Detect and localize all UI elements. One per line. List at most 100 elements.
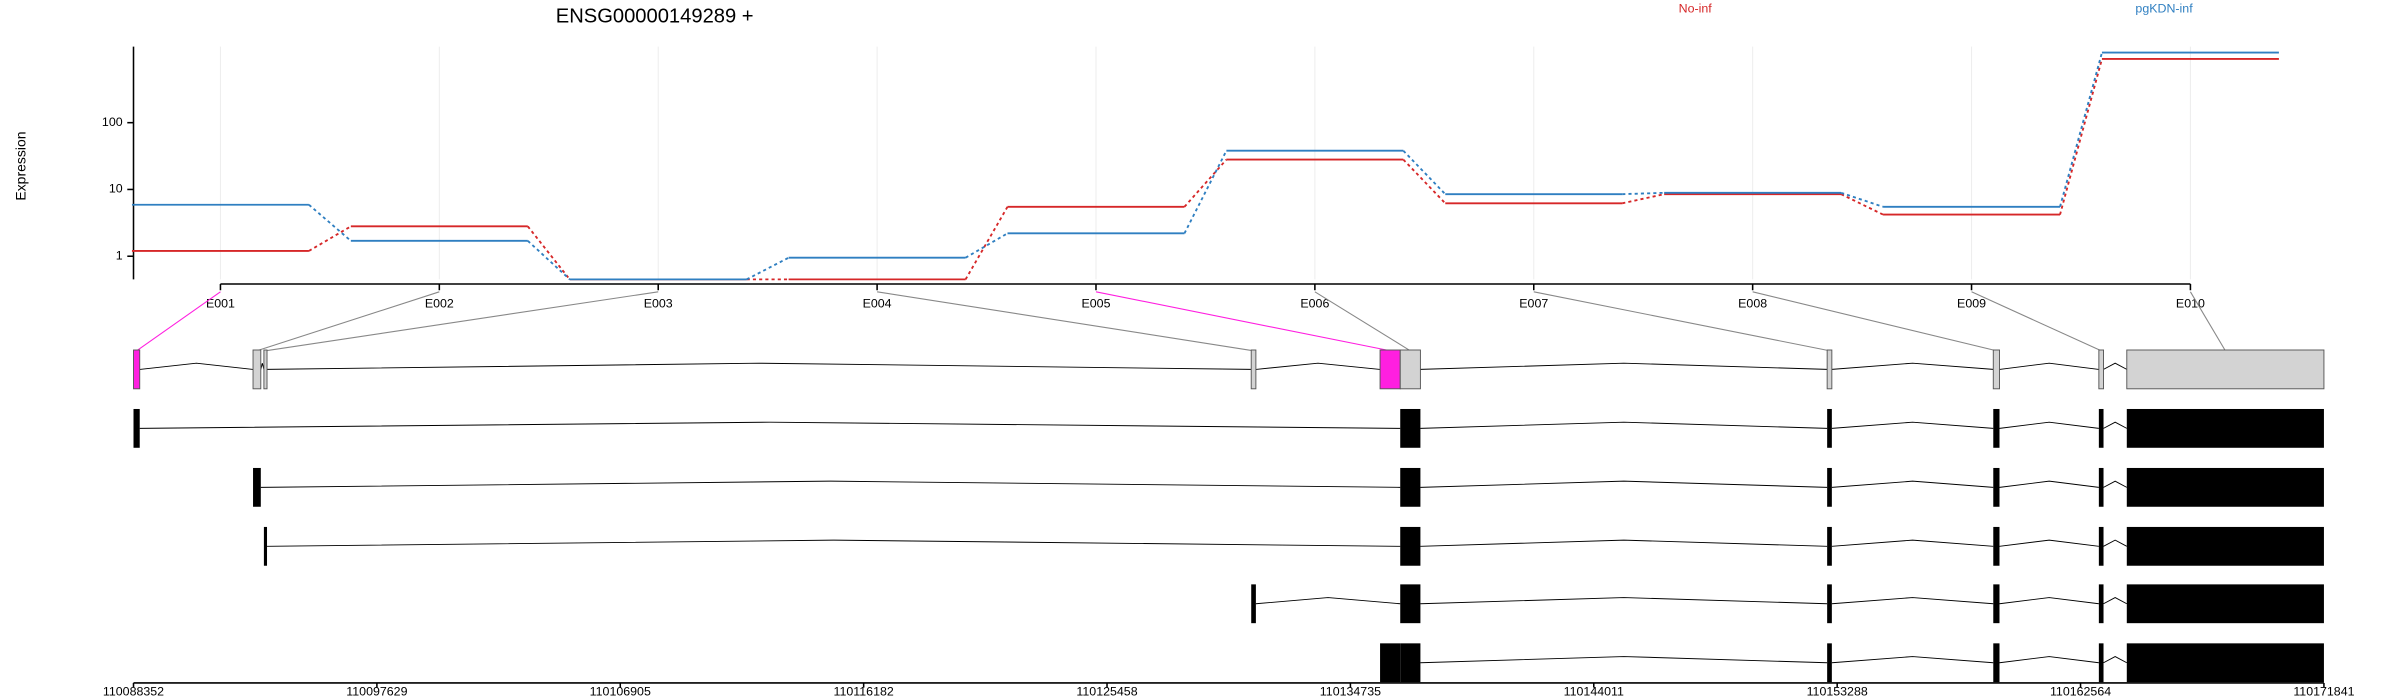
exon-link bbox=[256, 291, 440, 352]
y-tick-label: 100 bbox=[102, 115, 123, 129]
genomic-tick-label: 110153288 bbox=[1807, 685, 1868, 699]
intron bbox=[1831, 421, 1994, 429]
exon-link bbox=[2189, 291, 2226, 352]
connector bbox=[965, 232, 1008, 259]
exon-link bbox=[265, 291, 659, 352]
x-tick-label: E002 bbox=[425, 296, 454, 310]
connector bbox=[527, 225, 571, 280]
transcript-exon bbox=[1993, 467, 2000, 507]
genomic-tick-label: 110162564 bbox=[2050, 685, 2111, 699]
intron bbox=[1420, 421, 1828, 429]
transcript-exon bbox=[1827, 643, 1832, 683]
exon-link bbox=[877, 291, 1254, 352]
transcript-exon bbox=[1400, 467, 1421, 507]
transcript-exon bbox=[1400, 408, 1421, 448]
intron bbox=[260, 363, 265, 370]
transcript-exon bbox=[2126, 408, 2324, 448]
transcript-exon bbox=[2126, 467, 2324, 507]
chart-title: ENSG00000149289 + bbox=[556, 5, 754, 27]
exon-link bbox=[1314, 291, 1411, 352]
x-tick-label: E008 bbox=[1738, 296, 1767, 310]
intron bbox=[1255, 362, 1381, 370]
transcript-exon bbox=[2098, 408, 2104, 448]
connector bbox=[1840, 193, 1884, 216]
transcript-exon bbox=[1827, 584, 1832, 624]
x-tick-label: E004 bbox=[863, 296, 892, 310]
intron bbox=[1999, 362, 2099, 370]
legend-label: No-inf bbox=[1679, 2, 1713, 16]
genomic-tick-label: 110171841 bbox=[2293, 685, 2354, 699]
genomic-tick-label: 110106905 bbox=[590, 685, 651, 699]
x-tick-label: E010 bbox=[2176, 296, 2205, 310]
exon-bin bbox=[1250, 349, 1257, 390]
connector bbox=[746, 256, 790, 281]
connector bbox=[1402, 158, 1446, 204]
y-tick-label: 10 bbox=[109, 182, 123, 196]
exon-bin bbox=[263, 349, 268, 390]
legend-label: pgKDN-inf bbox=[2135, 2, 2193, 16]
y-axis-label: Expression bbox=[12, 132, 28, 201]
transcript-exon bbox=[2098, 467, 2104, 507]
intron bbox=[139, 362, 254, 370]
transcript-exon bbox=[1827, 526, 1832, 566]
connector bbox=[1622, 193, 1665, 205]
intron bbox=[2103, 362, 2128, 370]
intron bbox=[1831, 539, 1994, 547]
genomic-tick-label: 110116182 bbox=[834, 685, 894, 699]
x-tick-label: E006 bbox=[1300, 296, 1329, 310]
intron bbox=[1999, 421, 2099, 429]
exon-link bbox=[1971, 291, 2102, 352]
intron bbox=[267, 539, 1401, 547]
exon-link bbox=[1752, 291, 1997, 352]
intron bbox=[1420, 362, 1828, 370]
transcript-exon bbox=[133, 408, 140, 448]
intron bbox=[2103, 480, 2128, 488]
x-tick-label: E009 bbox=[1957, 296, 1986, 310]
transcript-exon bbox=[1993, 408, 2000, 448]
transcript-exon bbox=[1251, 584, 1256, 624]
connector bbox=[1402, 150, 1446, 195]
connector bbox=[1622, 191, 1665, 196]
intron bbox=[1999, 597, 2099, 605]
transcript-exon bbox=[1380, 643, 1401, 683]
intron bbox=[1255, 597, 1401, 605]
exon-bin bbox=[1379, 349, 1401, 390]
transcript-exon bbox=[263, 526, 268, 566]
transcript-exon bbox=[2098, 584, 2104, 624]
exon-bin bbox=[2098, 349, 2104, 390]
intron bbox=[1831, 597, 1994, 605]
intron bbox=[1999, 656, 2099, 664]
genomic-tick-label: 110125458 bbox=[1076, 685, 1137, 699]
connector bbox=[2059, 58, 2103, 215]
y-tick-label: 1 bbox=[116, 249, 123, 263]
intron bbox=[1420, 597, 1828, 605]
exon-link bbox=[1533, 291, 1830, 352]
genomic-tick-label: 110088352 bbox=[103, 685, 164, 699]
intron bbox=[1420, 480, 1828, 488]
intron bbox=[1999, 539, 2099, 547]
intron bbox=[1831, 656, 1994, 664]
exon-bin bbox=[133, 349, 141, 390]
connector bbox=[308, 225, 352, 252]
transcript-exon bbox=[1400, 643, 1421, 683]
x-tick-label: E007 bbox=[1519, 296, 1548, 310]
intron bbox=[1999, 480, 2099, 488]
intron bbox=[2103, 421, 2128, 429]
connector bbox=[527, 240, 571, 281]
transcript-exon bbox=[1400, 584, 1421, 624]
transcript-exon bbox=[1827, 408, 1832, 448]
transcript-exon bbox=[1827, 467, 1832, 507]
intron bbox=[260, 480, 1401, 488]
transcript-exon bbox=[253, 467, 261, 507]
intron bbox=[2103, 597, 2128, 605]
exon-bin bbox=[252, 349, 262, 390]
exon-bin bbox=[2126, 349, 2325, 390]
exon-link bbox=[1095, 291, 1391, 352]
intron bbox=[139, 421, 1401, 429]
connector bbox=[1840, 191, 1884, 208]
transcript-exon bbox=[2126, 643, 2324, 683]
connector bbox=[1183, 150, 1228, 234]
transcript-exon bbox=[1993, 643, 2000, 683]
